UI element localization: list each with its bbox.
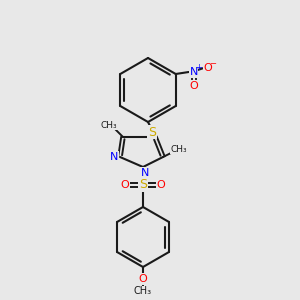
Text: +: + [195,62,202,71]
Text: N: N [110,152,118,162]
Text: CH₃: CH₃ [101,121,117,130]
Text: N: N [190,67,198,77]
Text: CH₃: CH₃ [134,286,152,296]
Text: O: O [203,63,212,73]
Text: O: O [189,81,198,91]
Text: N: N [141,168,149,178]
Text: O: O [121,180,129,190]
Text: O: O [139,274,147,284]
Text: O: O [157,180,165,190]
Text: −: − [209,59,216,68]
Text: CH₃: CH₃ [171,145,187,154]
Text: S: S [148,125,156,139]
Text: S: S [139,178,147,191]
